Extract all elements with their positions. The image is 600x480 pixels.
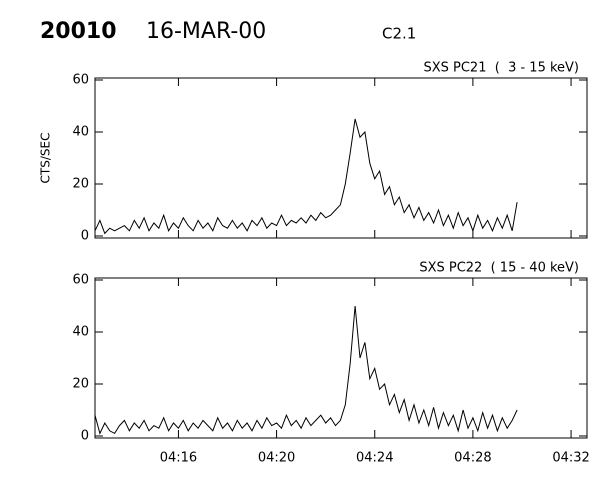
x-tick-label: 04:28 [454, 451, 491, 466]
flare-class: C2.1 [382, 25, 416, 43]
data-line [94, 305, 518, 435]
y-tick-label: 0 [81, 429, 89, 444]
y-tick-label: 60 [72, 73, 89, 88]
data-line [94, 118, 518, 235]
x-tick-label: 04:16 [160, 451, 197, 466]
y-tick-label: 20 [72, 377, 89, 392]
panel-title: SXS PC21 ( 3 - 15 keV) [423, 61, 579, 76]
event-date: 16-MAR-00 [146, 19, 266, 44]
y-tick-label: 40 [72, 325, 89, 340]
y-tick-label: 20 [72, 177, 89, 192]
x-tick-label: 04:20 [258, 451, 295, 466]
y-tick-label: 0 [81, 229, 89, 244]
plot-frame [94, 77, 588, 239]
x-tick-label: 04:32 [552, 451, 589, 466]
plot-frame [94, 277, 588, 439]
x-tick-label: 04:24 [356, 451, 393, 466]
y-axis-label: CTS/SEC [39, 133, 53, 184]
event-id: 20010 [40, 19, 117, 44]
y-tick-label: 40 [72, 125, 89, 140]
panel-title: SXS PC22 ( 15 - 40 keV) [419, 261, 579, 276]
y-tick-label: 60 [72, 273, 89, 288]
